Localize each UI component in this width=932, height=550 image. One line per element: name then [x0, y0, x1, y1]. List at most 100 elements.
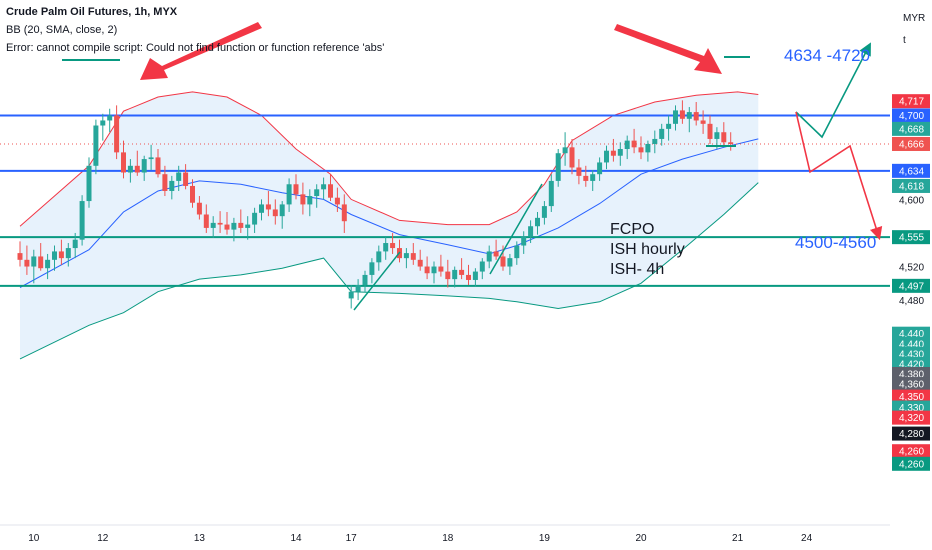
candle-body: [472, 271, 478, 280]
price-badge: 4,350: [899, 392, 924, 403]
candle-body: [528, 226, 534, 237]
candle-body: [459, 269, 465, 275]
candle: [645, 140, 651, 162]
resistance-price-badge: 4,634: [899, 166, 924, 177]
candle-body: [431, 266, 437, 274]
candle: [693, 102, 699, 126]
price-badge-bg: [892, 94, 930, 109]
candle-body: [521, 236, 527, 246]
chart-title[interactable]: Crude Palm Oil Futures, 1h, MYX: [6, 6, 178, 18]
candle-body: [217, 222, 223, 225]
candle: [376, 245, 382, 271]
candle-body: [555, 153, 561, 181]
candle: [445, 259, 451, 288]
candle: [231, 217, 237, 242]
candle: [210, 216, 216, 238]
x-tick-label: 19: [539, 533, 551, 544]
candle-body: [265, 204, 271, 210]
candle: [486, 245, 492, 269]
candle: [576, 159, 582, 185]
candle-body: [245, 224, 251, 228]
candle-body: [445, 271, 451, 280]
price-badge: 4,260: [899, 459, 924, 470]
candle: [86, 157, 92, 208]
candle: [652, 130, 658, 154]
candle: [38, 243, 44, 271]
support-price-badge: 4,497: [899, 281, 924, 292]
resistance-price-badge-bg: [892, 163, 930, 178]
price-badge: 4,440: [899, 329, 924, 340]
candle-body: [666, 123, 672, 129]
candle-body: [466, 274, 471, 280]
x-tick-label: 21: [732, 533, 744, 544]
candle: [555, 149, 561, 187]
candle: [728, 132, 734, 151]
candle: [272, 199, 278, 225]
x-tick-label: 10: [28, 533, 40, 544]
candle-body: [334, 197, 340, 205]
price-badge-bg: [892, 377, 930, 392]
candle-body: [141, 159, 147, 173]
candle: [721, 122, 727, 146]
time-axis: 10 12 13 14 17 18 19 20 21 24: [0, 524, 890, 544]
candle: [438, 254, 444, 277]
target-low-label: 4500-4560: [795, 233, 876, 252]
price-badge: 4,320: [899, 413, 924, 424]
candle-body: [410, 253, 416, 260]
candle: [58, 239, 64, 265]
candle-body: [673, 110, 678, 124]
candle: [493, 239, 499, 260]
candle: [562, 132, 568, 166]
candle: [355, 279, 361, 301]
candle: [431, 261, 437, 284]
candle: [590, 170, 596, 191]
candle-body: [597, 162, 603, 175]
last-price-badge: 4,666: [899, 139, 924, 150]
candle: [535, 211, 540, 235]
candle-body: [307, 196, 313, 205]
candle-body: [231, 222, 237, 230]
candle: [569, 138, 575, 175]
candle: [424, 256, 430, 280]
price-badge: 4,260: [899, 447, 924, 458]
candle-body: [493, 251, 499, 257]
candle-body: [700, 120, 706, 124]
indicator-legend[interactable]: BB (20, SMA, close, 2): [6, 24, 118, 36]
candle: [666, 115, 672, 141]
drawings: [62, 22, 883, 311]
candle-body: [583, 175, 589, 181]
candle-body: [514, 245, 520, 259]
candle: [65, 243, 71, 267]
support-price-badge-bg: [892, 230, 930, 245]
candle: [472, 268, 478, 287]
bb-upper-line: [19, 91, 759, 227]
candle-body: [114, 115, 120, 153]
candle: [362, 270, 368, 292]
candle-body: [52, 251, 57, 260]
candle-body: [617, 149, 623, 156]
support-price-badge-bg: [892, 278, 930, 293]
support-price-badge: 4,555: [899, 233, 924, 244]
bb-basis-line: [19, 138, 759, 288]
candle: [259, 199, 264, 221]
candle-body: [707, 123, 713, 139]
price-badge: 4,380: [899, 369, 924, 380]
x-tick-label: 24: [801, 533, 813, 544]
candle-body: [86, 165, 92, 202]
candle: [121, 140, 126, 179]
price-badge-bg: [892, 444, 930, 459]
candle: [452, 266, 458, 288]
resistance-price-badge: 4,700: [899, 111, 924, 122]
candle-body: [24, 259, 30, 267]
currency-label[interactable]: MYR: [903, 13, 925, 24]
candle-body: [169, 180, 175, 191]
candle: [521, 231, 527, 254]
candle: [162, 165, 168, 197]
candle-body: [100, 120, 106, 126]
x-tick-label: 17: [346, 533, 358, 544]
candle: [72, 232, 78, 259]
x-tick-label: 14: [290, 533, 302, 544]
candle: [245, 216, 251, 240]
candle: [252, 207, 258, 233]
